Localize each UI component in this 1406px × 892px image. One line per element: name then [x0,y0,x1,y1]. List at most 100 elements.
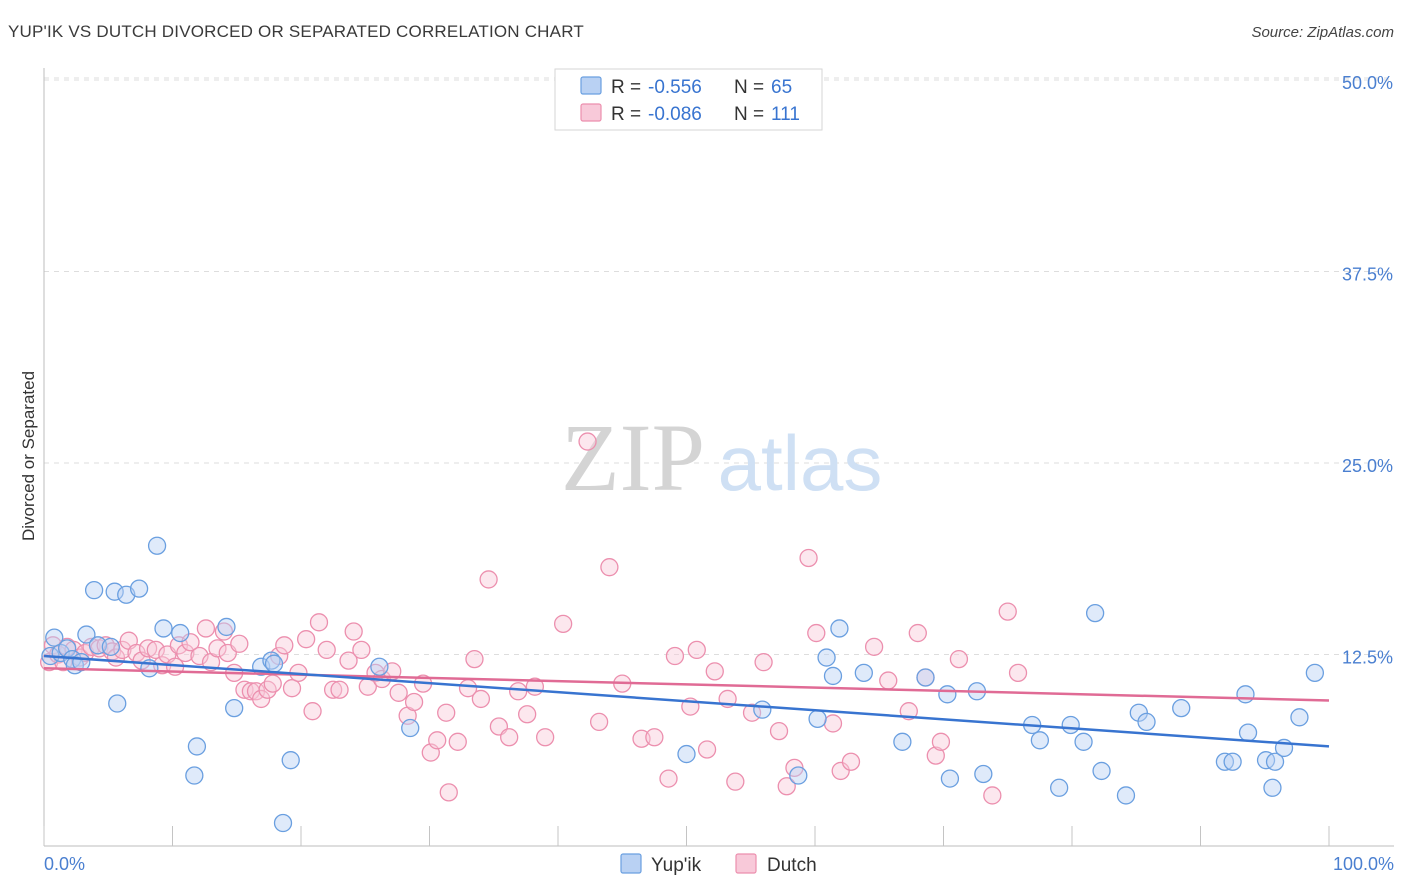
y-tick-label: 50.0% [1342,73,1393,93]
legend-dutch-n-value: 111 [771,104,800,125]
yupik-point [808,709,827,728]
yupik-point [147,536,167,555]
legend-yupik-r-label: R = [611,77,641,98]
legend-top: R = -0.556 N = 65 R = -0.086 N = 111 [554,68,823,131]
watermark: ZIP atlas [561,404,882,511]
dutch-point [645,728,664,747]
dutch-point [404,692,424,712]
dutch-point [983,786,1002,805]
chart-source: Source: ZipAtlas.com [1251,24,1394,41]
dutch-point [799,548,818,568]
yupik-point [45,628,64,647]
dutch-point [230,634,249,653]
dutch-point [330,680,349,699]
grid-lines [44,77,1394,655]
dutch-point [777,777,796,796]
dutch-point [578,432,597,451]
dutch-point [687,640,706,660]
yupik-point [1305,663,1325,683]
legend-bottom-dutch-swatch [735,853,757,874]
yupik-point [77,625,96,644]
yupik-point [105,582,124,601]
dutch-point [518,705,537,724]
dutch-point [600,558,619,577]
legend-bottom-dutch-label: Dutch [767,855,817,876]
dutch-point [309,613,329,632]
legend-yupik-r-value: -0.556 [648,77,702,98]
dutch-point [705,662,724,681]
yupik-point [916,668,935,687]
yupik-point [187,737,207,756]
dutch-point [998,602,1017,621]
dutch-point [754,653,773,672]
dutch-point [282,679,302,698]
legend-dutch-r-value: -0.086 [648,104,702,125]
yupik-point [1116,786,1136,805]
watermark-atlas: atlas [718,419,883,507]
dutch-point [509,682,528,701]
dutch-point [43,636,63,655]
yupik-point [264,654,284,673]
y-tick-label: 37.5% [1342,265,1393,285]
legend-dutch-swatch [580,103,602,122]
legend-yupik-swatch [580,76,602,95]
dutch-point [823,714,843,733]
dutch-point [196,619,216,638]
yupik-point [789,766,808,785]
yupik-point [1137,712,1156,732]
dutch-point [769,721,789,741]
yupik-point [1223,752,1242,771]
yupik-point [1265,752,1285,771]
dutch-point [428,731,447,750]
yupik-point [677,744,696,764]
x-tick-label-max: 100.0% [1333,854,1394,874]
dutch-point [926,746,945,765]
dutch-point [908,623,927,643]
dutch-point [317,640,336,660]
legend-dutch-r-label: R = [611,104,641,125]
yupik-point [817,648,836,667]
dutch-point [931,732,951,751]
axes [43,68,1394,847]
dutch-point [176,643,195,663]
dutch-point [235,680,254,699]
legend-dutch-n-label: N = [734,104,764,125]
legend-yupik-n-label: N = [734,77,764,98]
legend-bottom: Yup'ik Dutch [620,853,817,876]
dutch-point [263,674,282,693]
dutch-point [439,783,458,802]
dutch-point [344,622,363,641]
dutch-point [536,728,555,747]
yupik-point [1236,685,1255,704]
dutch-point [465,649,484,669]
yupik-point [1050,778,1069,797]
yupik-point [753,700,772,719]
dutch-point [471,689,491,709]
y-tick-label: 25.0% [1342,456,1393,476]
yupik-point [823,666,843,686]
y-axis-label: Divorced or Separated [19,371,38,541]
dutch-point [831,761,850,781]
yupik-point [225,698,244,718]
dutch-point [479,570,498,589]
yupik-point [830,619,849,638]
chart-title: YUP'IK VS DUTCH DIVORCED OR SEPARATED CO… [8,22,584,41]
yupik-point [401,718,420,738]
dutch-point [742,703,762,722]
legend-yupik-n-value: 65 [771,77,792,98]
x-tick-label-min: 0.0% [44,854,85,874]
yupik-point [1085,603,1105,623]
yupik-point [1061,715,1080,735]
dutch-point [339,651,358,670]
yupik-point [84,581,104,600]
dutch-point [589,712,609,732]
yupik-point [1290,708,1309,727]
dutch-point [352,640,371,660]
yupik-point [1238,723,1258,742]
dutch-point [190,646,209,666]
yupik-point [940,769,960,788]
dutch-point [389,683,408,702]
dutch-point [841,752,861,771]
dutch-point [437,703,456,722]
dutch-point [113,640,132,660]
